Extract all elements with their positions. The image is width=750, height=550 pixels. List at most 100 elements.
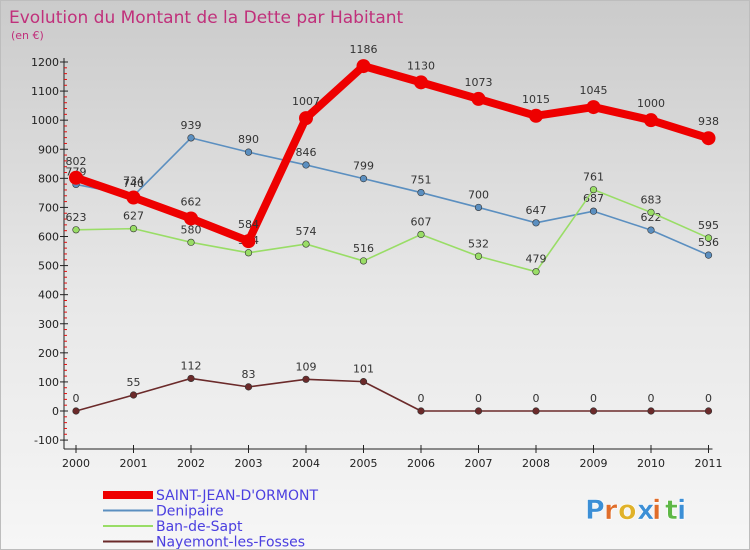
logo-letter: P bbox=[585, 495, 605, 526]
data-point bbox=[187, 238, 195, 246]
y-tick-label: 1000 bbox=[31, 114, 59, 127]
data-point bbox=[644, 113, 658, 128]
data-point bbox=[589, 186, 598, 194]
data-point bbox=[244, 249, 253, 257]
y-tick-label: 1100 bbox=[31, 85, 59, 98]
data-point bbox=[586, 100, 601, 115]
legend-label: Ban-de-Sapt bbox=[156, 519, 243, 535]
data-label: 101 bbox=[353, 363, 374, 376]
data-point bbox=[701, 131, 716, 146]
legend-label: SAINT-JEAN-D'ORMONT bbox=[156, 488, 318, 504]
logo-letter: x bbox=[637, 495, 654, 526]
x-tick-label: 2006 bbox=[407, 457, 435, 470]
data-point bbox=[417, 230, 425, 239]
data-label: 580 bbox=[181, 223, 202, 236]
data-label: 683 bbox=[641, 193, 662, 206]
data-point bbox=[359, 175, 368, 183]
data-label: 0 bbox=[475, 392, 482, 405]
y-tick-label: 0 bbox=[52, 405, 59, 418]
data-point bbox=[532, 407, 540, 415]
data-label: 687 bbox=[583, 192, 604, 205]
y-tick-label: 100 bbox=[38, 376, 59, 389]
series-line bbox=[75, 377, 710, 412]
data-label: 846 bbox=[296, 146, 317, 159]
data-label: 607 bbox=[411, 215, 432, 228]
data-label: 479 bbox=[526, 253, 547, 266]
data-point bbox=[244, 148, 253, 156]
legend-item-ban-de-sapt: Ban-de-Sapt bbox=[103, 519, 243, 535]
data-label: 0 bbox=[73, 392, 80, 405]
x-tick-label: 2001 bbox=[120, 457, 148, 470]
y-tick-label: 200 bbox=[38, 347, 59, 360]
data-label: 112 bbox=[181, 359, 202, 372]
logo-letter: i bbox=[677, 495, 686, 526]
y-tick-label: 1200 bbox=[31, 56, 59, 69]
data-label: 734 bbox=[123, 175, 144, 188]
data-point bbox=[69, 170, 83, 185]
data-label: 647 bbox=[526, 204, 547, 217]
y-tick-label: 300 bbox=[38, 318, 59, 331]
data-label: 0 bbox=[705, 392, 712, 405]
series-line bbox=[75, 188, 710, 273]
data-point bbox=[299, 111, 313, 126]
data-label: 1073 bbox=[465, 76, 493, 89]
x-tick-label: 2002 bbox=[177, 457, 205, 470]
data-point bbox=[474, 252, 483, 260]
data-label: 890 bbox=[238, 133, 259, 146]
data-label: 802 bbox=[66, 155, 87, 168]
data-label: 83 bbox=[242, 368, 256, 381]
data-label: 1015 bbox=[522, 93, 550, 106]
data-point bbox=[647, 226, 655, 234]
data-label: 740 bbox=[123, 177, 144, 190]
x-tick-label: 2008 bbox=[522, 457, 550, 470]
data-label: 761 bbox=[583, 171, 604, 184]
x-tick-label: 2011 bbox=[695, 457, 723, 470]
data-label: 938 bbox=[698, 115, 719, 128]
data-point bbox=[302, 240, 310, 248]
data-point bbox=[72, 226, 80, 234]
data-point bbox=[184, 211, 198, 226]
data-point bbox=[704, 251, 713, 259]
logo-letter: t bbox=[665, 495, 678, 526]
x-tick-label: 2004 bbox=[292, 457, 320, 470]
data-point bbox=[647, 407, 655, 415]
legend-item-denipaire: Denipaire bbox=[103, 504, 224, 520]
data-label: 939 bbox=[181, 119, 202, 132]
data-label: 1045 bbox=[580, 84, 608, 97]
data-point bbox=[417, 407, 425, 415]
x-tick-label: 2005 bbox=[350, 457, 378, 470]
data-point bbox=[129, 391, 138, 399]
logo-letter: o bbox=[618, 495, 637, 526]
data-point bbox=[241, 234, 256, 249]
x-tick-label: 2010 bbox=[637, 457, 665, 470]
data-label: 55 bbox=[127, 376, 141, 389]
series-line bbox=[72, 62, 713, 246]
data-label: 532 bbox=[468, 237, 489, 250]
data-point bbox=[471, 91, 486, 106]
data-point bbox=[359, 257, 368, 265]
data-point bbox=[129, 225, 138, 233]
axes: -100010020030040050060070080090010001100… bbox=[31, 56, 723, 470]
data-label: 574 bbox=[296, 225, 317, 238]
series-ban-de-sapt: 623627580544574516607532479761683595 bbox=[66, 171, 719, 276]
x-tick-label: 2009 bbox=[580, 457, 608, 470]
data-label: 623 bbox=[66, 211, 87, 224]
data-label: 0 bbox=[533, 392, 540, 405]
data-point bbox=[474, 407, 483, 415]
y-tick-label: 900 bbox=[38, 143, 59, 156]
legend: SAINT-JEAN-D'ORMONTDenipaireBan-de-SaptN… bbox=[103, 488, 318, 549]
data-point bbox=[187, 374, 195, 383]
x-tick-label: 2007 bbox=[465, 457, 493, 470]
data-point bbox=[647, 208, 655, 216]
data-point bbox=[302, 375, 310, 383]
data-label: 1000 bbox=[637, 97, 665, 110]
legend-item-nayemont-les-fosses: Nayemont-les-Fosses bbox=[103, 535, 305, 549]
data-point bbox=[414, 75, 428, 90]
data-point bbox=[187, 134, 195, 142]
data-label: 1007 bbox=[292, 95, 320, 108]
y-tick-label: 600 bbox=[38, 231, 59, 244]
chart-unit: (en €) bbox=[11, 29, 44, 42]
data-label: 700 bbox=[468, 188, 489, 201]
